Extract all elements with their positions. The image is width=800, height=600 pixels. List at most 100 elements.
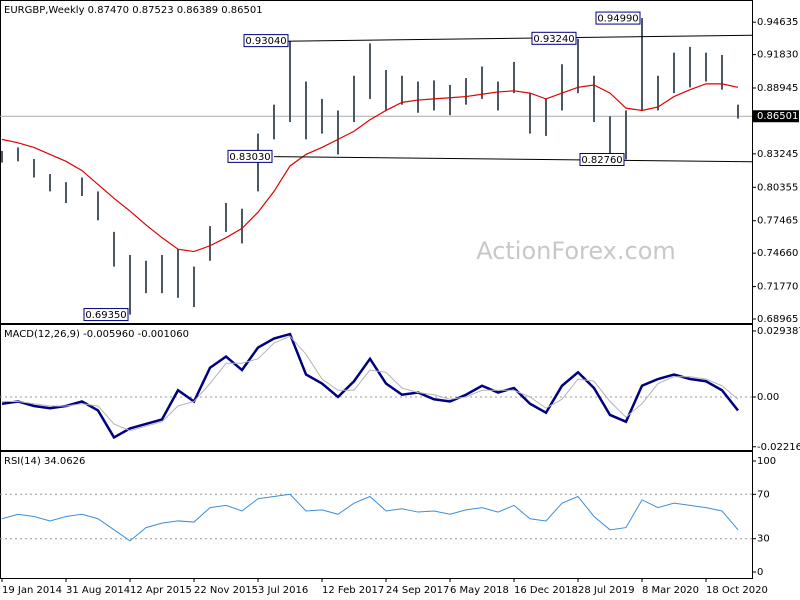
price-bar (545, 98, 547, 136)
price-bar (481, 66, 483, 99)
y-tick-label: 0.80355 (757, 182, 798, 193)
price-bar (81, 177, 83, 197)
annotation-label: 0.93040 (245, 36, 286, 47)
price-bar (369, 43, 371, 99)
watermark: ActionForex.com (476, 237, 676, 265)
x-tick-label: 8 Mar 2020 (642, 585, 699, 596)
price-bar (113, 231, 115, 267)
y-tick-label: 0 (757, 567, 763, 578)
price-bar (289, 41, 291, 123)
price-bar (337, 110, 339, 155)
panel-title: MACD(12,26,9) -0.005960 -0.001060 (4, 329, 189, 340)
y-tick-label: 0.68965 (757, 314, 798, 325)
y-tick-label: -0.022161 (757, 442, 800, 453)
price-bar (385, 69, 387, 111)
annotation-box (531, 31, 577, 45)
x-tick-label: 22 Nov 2015 (194, 585, 258, 596)
indicator-line (1, 332, 739, 440)
price-bar (657, 75, 659, 111)
moving-average (1, 83, 739, 253)
price-bar (17, 147, 19, 162)
y-tick-label: 30 (757, 534, 770, 545)
y-tick-label: 0.029387 (757, 326, 800, 337)
annotation-box (579, 152, 625, 166)
price-bar (497, 81, 499, 111)
y-tick-label: 0.88945 (757, 83, 798, 94)
y-tick-label: 0.91830 (757, 50, 798, 61)
price-bar (529, 93, 531, 134)
panel-frame (0, 324, 753, 451)
price-bar (49, 174, 51, 192)
panel-title: RSI(14) 34.0626 (4, 456, 85, 467)
price-bar (689, 46, 691, 88)
price-bar (673, 52, 675, 94)
x-tick-label: 18 Oct 2020 (706, 585, 768, 596)
price-bar (97, 191, 99, 221)
annotation-label: 0.83030 (229, 152, 270, 163)
annotation-label: 0.82760 (581, 155, 622, 166)
panel-frame (0, 0, 753, 324)
x-tick-label: 31 Aug 2014 (66, 585, 130, 596)
price-bar (737, 104, 739, 119)
annotation-box (83, 308, 129, 322)
price-bar (177, 249, 179, 298)
price-bar (417, 81, 419, 113)
price-bar (721, 54, 723, 90)
x-tick-label: 16 Dec 2018 (514, 585, 578, 596)
x-tick-label: 19 Jan 2014 (2, 585, 62, 596)
indicator-line (1, 493, 739, 542)
channel-line (273, 156, 753, 163)
price-bar (305, 81, 307, 140)
y-tick-label: 0.77465 (757, 216, 798, 227)
x-tick-label: 3 Jul 2016 (258, 585, 308, 596)
price-bar (225, 202, 227, 232)
price-bar (593, 75, 595, 123)
x-tick-label: 12 Apr 2015 (130, 585, 192, 596)
annotation-label: 0.69350 (85, 310, 126, 321)
price-bar (193, 266, 195, 308)
panel-title: EURGBP,Weekly 0.87470 0.87523 0.86389 0.… (4, 5, 263, 16)
last-price-box (753, 110, 799, 123)
y-tick-label: 0.74660 (757, 248, 798, 259)
indicator-line (2, 335, 739, 432)
price-bar (465, 78, 467, 105)
price-bar (705, 52, 707, 82)
last-price-label: 0.86501 (757, 111, 798, 122)
x-tick-label: 12 Feb 2017 (322, 585, 384, 596)
y-tick-label: 0.83245 (757, 149, 798, 160)
price-bar (209, 226, 211, 261)
price-bar (145, 260, 147, 294)
x-tick-label: 24 Sep 2017 (386, 585, 449, 596)
annotation-label: 0.93240 (533, 34, 574, 45)
y-tick-label: 70 (757, 489, 770, 500)
x-tick-label: 28 Jul 2019 (578, 585, 635, 596)
price-bar (433, 80, 435, 111)
price-bar (353, 75, 355, 123)
price-bar (561, 64, 563, 111)
annotation-label: 0.94990 (597, 14, 638, 25)
price-bar (641, 18, 643, 111)
price-bar (513, 61, 515, 94)
price-bar (1, 150, 3, 163)
panel-frame (0, 451, 753, 579)
price-bar (609, 116, 611, 157)
annotation-box (595, 11, 641, 25)
price-bar (33, 159, 35, 178)
y-tick-label: 0.94635 (757, 17, 798, 28)
price-bar (273, 104, 275, 140)
annotation-box (243, 34, 289, 48)
x-tick-label: 6 May 2018 (450, 585, 509, 596)
price-bar (321, 98, 323, 134)
price-bar (625, 110, 627, 160)
y-tick-label: 0.71770 (757, 282, 798, 293)
price-bar (577, 38, 579, 94)
price-bar (65, 182, 67, 203)
y-tick-label: 0.00 (757, 392, 779, 403)
channel-line (273, 34, 753, 42)
price-bar (161, 255, 163, 294)
price-bar (449, 85, 451, 116)
price-bar (129, 255, 131, 315)
price-bar (241, 208, 243, 244)
